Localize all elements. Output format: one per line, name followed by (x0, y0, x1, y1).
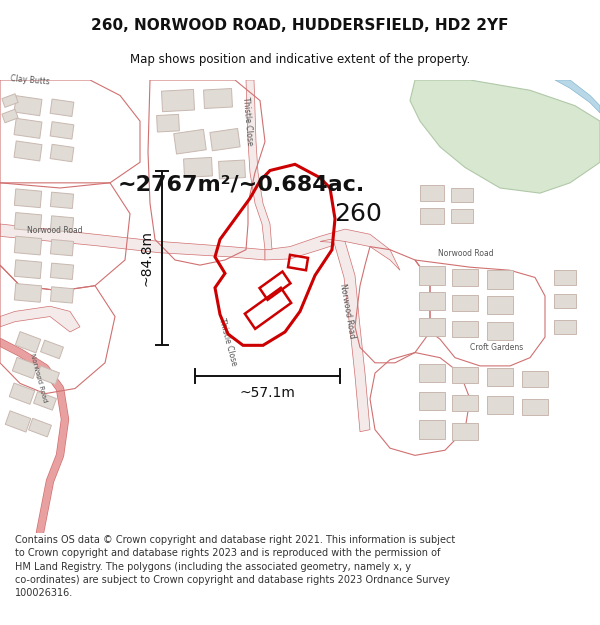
Bar (218, 160, 245, 179)
Bar (50, 122, 74, 139)
Text: Clay Butts: Clay Butts (10, 74, 50, 86)
Polygon shape (265, 229, 400, 270)
Text: 260: 260 (334, 202, 382, 226)
Bar (260, 271, 290, 300)
Bar (14, 213, 41, 231)
Polygon shape (410, 80, 600, 193)
Bar (50, 216, 74, 232)
Text: Map shows position and indicative extent of the property.: Map shows position and indicative extent… (130, 54, 470, 66)
Bar (174, 129, 206, 154)
Bar (487, 396, 513, 414)
Bar (420, 185, 444, 201)
Bar (522, 399, 548, 415)
Bar (161, 89, 194, 112)
Bar (452, 424, 478, 440)
Bar (452, 367, 478, 383)
Text: Thistle Close: Thistle Close (241, 96, 254, 146)
Bar (419, 292, 445, 311)
Bar (420, 208, 444, 224)
Bar (184, 158, 212, 177)
Bar (487, 296, 513, 314)
Text: 260, NORWOOD ROAD, HUDDERSFIELD, HD2 2YF: 260, NORWOOD ROAD, HUDDERSFIELD, HD2 2YF (91, 18, 509, 33)
Bar (15, 332, 41, 353)
Bar (245, 288, 291, 329)
Bar (452, 321, 478, 337)
Bar (452, 395, 478, 411)
Text: Croft Gardens: Croft Gardens (470, 343, 524, 352)
Bar (14, 141, 42, 161)
Bar (50, 239, 74, 256)
Bar (50, 287, 74, 303)
Bar (14, 260, 41, 279)
Text: ~2767m²/~0.684ac.: ~2767m²/~0.684ac. (118, 175, 365, 195)
Bar (157, 114, 179, 132)
Bar (41, 340, 64, 359)
Bar (487, 322, 513, 340)
Bar (522, 371, 548, 388)
Bar (419, 318, 445, 336)
Bar (554, 319, 576, 334)
Bar (50, 99, 74, 116)
Text: Norwood Road: Norwood Road (27, 226, 83, 234)
Bar (451, 188, 473, 202)
Polygon shape (246, 80, 272, 249)
Bar (2, 109, 18, 123)
Bar (50, 144, 74, 162)
Bar (419, 266, 445, 284)
Text: Contains OS data © Crown copyright and database right 2021. This information is : Contains OS data © Crown copyright and d… (15, 535, 455, 598)
Text: Norwood Road: Norwood Road (338, 283, 356, 339)
Text: ~84.8m: ~84.8m (140, 230, 154, 286)
Bar (34, 391, 56, 410)
Bar (37, 366, 59, 384)
Bar (203, 89, 232, 109)
Polygon shape (555, 80, 600, 113)
Text: ~57.1m: ~57.1m (239, 386, 295, 401)
Bar (14, 118, 42, 138)
Bar (210, 129, 240, 151)
Bar (487, 368, 513, 386)
Bar (14, 284, 41, 302)
Bar (14, 96, 42, 116)
Polygon shape (0, 224, 265, 260)
Text: Thistle Close: Thistle Close (217, 318, 239, 367)
Bar (487, 270, 513, 289)
Text: Norwood Road: Norwood Road (438, 249, 494, 258)
Bar (2, 94, 18, 108)
Bar (14, 189, 41, 208)
Bar (554, 294, 576, 308)
Bar (419, 364, 445, 382)
Bar (12, 357, 38, 379)
Bar (5, 411, 31, 432)
Bar (14, 236, 41, 255)
Bar (452, 295, 478, 311)
Bar (50, 192, 74, 209)
Bar (50, 263, 74, 279)
Bar (452, 269, 478, 286)
Polygon shape (0, 306, 80, 332)
Bar (554, 270, 576, 284)
Bar (29, 418, 52, 437)
Bar (9, 383, 35, 404)
Text: Norwood Road: Norwood Road (29, 353, 47, 403)
Polygon shape (320, 239, 370, 432)
Bar (451, 209, 473, 223)
Bar (419, 421, 445, 439)
Bar (419, 392, 445, 410)
